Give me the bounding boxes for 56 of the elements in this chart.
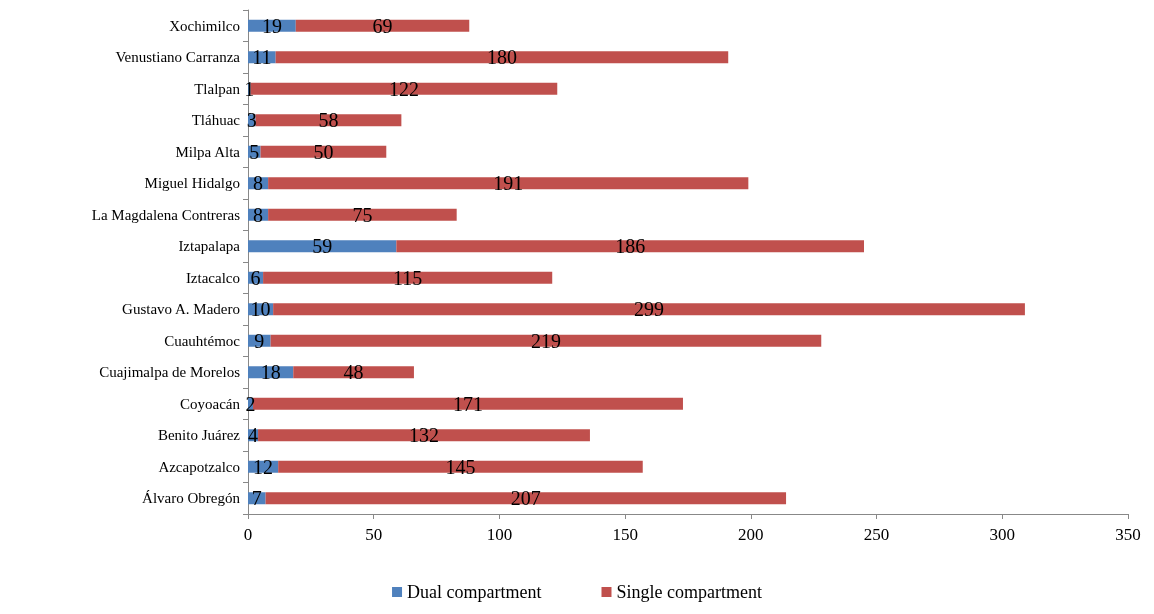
y-tick-label: Cuauhtémoc [164, 332, 241, 349]
data-label: 9 [254, 329, 265, 352]
data-label: 8 [253, 203, 264, 226]
x-tick-label: 350 [1115, 525, 1141, 544]
y-tick-label: Iztapalapa [178, 238, 241, 255]
y-tick-label: Benito Juárez [157, 427, 241, 444]
y-tick-label: Tlalpan [194, 80, 241, 97]
y-tick-label: Cuajimalpa de Morelos [99, 364, 241, 381]
data-label: 5 [249, 140, 260, 163]
data-label: 122 [388, 77, 419, 100]
data-label: 18 [260, 361, 281, 384]
data-label: 299 [634, 298, 665, 321]
y-tick-label: Iztacalco [185, 269, 240, 286]
x-tick-label: 200 [738, 525, 764, 544]
y-tick-label: Miguel Hidalgo [144, 175, 240, 192]
data-label: 8 [253, 172, 264, 195]
x-tick-label: 50 [365, 525, 383, 544]
data-label: 69 [372, 14, 393, 37]
data-label: 50 [313, 140, 334, 163]
y-tick-label: Xochimilco [169, 17, 240, 34]
y-tick-label: Azcapotzalco [158, 458, 240, 475]
data-label: 171 [453, 392, 483, 415]
data-label: 191 [493, 172, 524, 195]
data-label: 207 [510, 487, 541, 510]
x-tick-label: 250 [863, 525, 890, 544]
data-label: 10 [250, 298, 271, 321]
data-label: 59 [312, 235, 333, 258]
data-label: 219 [530, 329, 561, 352]
data-label: 1 [244, 77, 255, 100]
data-label: 12 [253, 455, 274, 478]
data-label: 145 [445, 455, 476, 478]
data-label: 180 [486, 46, 517, 69]
y-tick-label: La Magdalena Contreras [91, 206, 241, 223]
data-label: 6 [250, 266, 261, 289]
y-tick-label: Milpa Alta [175, 143, 241, 160]
data-label: 48 [343, 361, 364, 384]
data-label: 132 [409, 424, 439, 447]
y-tick-label: Tláhuac [191, 112, 241, 129]
data-label: 58 [318, 109, 339, 132]
x-tick-label: 300 [989, 525, 1016, 544]
y-tick-label: Venustiano Carranza [115, 49, 241, 66]
x-tick-label: 100 [486, 525, 513, 544]
data-label: 75 [352, 203, 373, 226]
x-tick-label: 0 [243, 525, 253, 544]
y-tick-label: Álvaro Obregón [142, 490, 241, 507]
data-label: 19 [261, 14, 282, 37]
y-tick-label: Gustavo A. Madero [122, 301, 240, 318]
data-label: 4 [248, 424, 259, 447]
data-label: 7 [251, 487, 262, 510]
legend-label: Dual compartment [407, 582, 542, 602]
data-label: 186 [615, 235, 646, 258]
legend-label: Single compartment [616, 582, 762, 602]
data-label: 115 [393, 266, 423, 289]
y-tick-label: Coyoacán [180, 395, 241, 412]
x-tick-label: 150 [612, 525, 638, 544]
data-label: 11 [252, 46, 272, 69]
